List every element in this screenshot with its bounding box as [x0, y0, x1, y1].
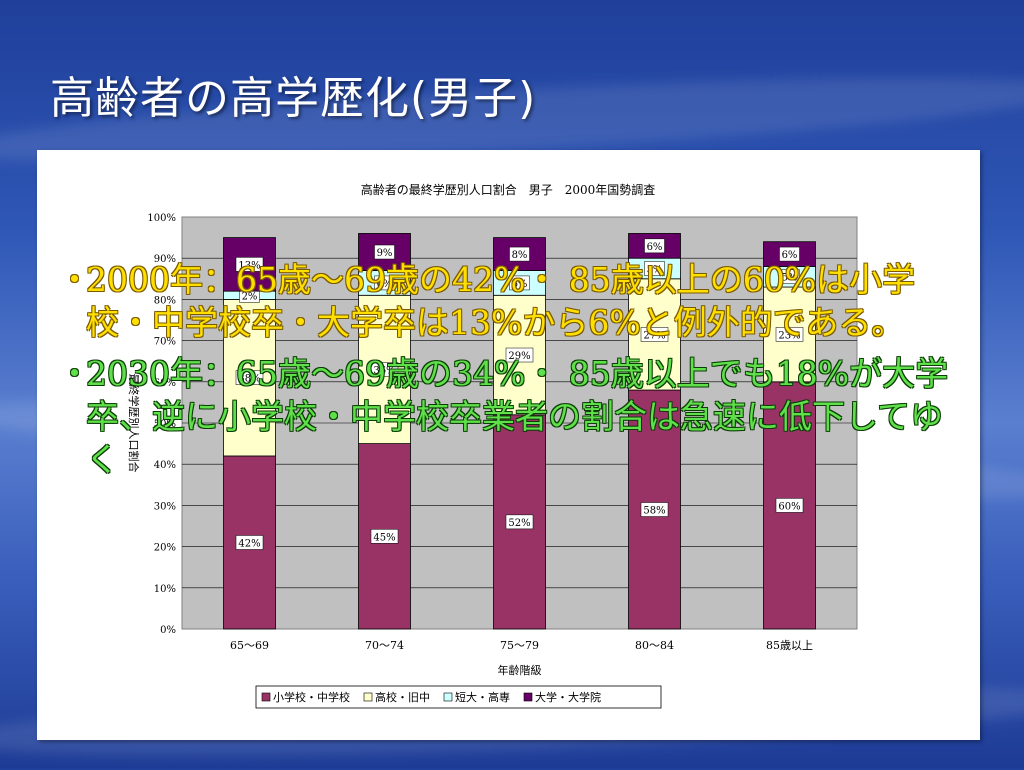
y-tick-label: 100% — [147, 213, 176, 224]
data-label-box — [775, 327, 804, 342]
data-label-box — [370, 362, 399, 377]
data-label-box — [370, 529, 399, 544]
data-label: 2% — [242, 291, 258, 302]
x-tick-label: 65～69 — [230, 639, 269, 652]
slide-title: 高齢者の高学歴化(男子) — [50, 73, 537, 124]
data-label: 27% — [643, 330, 665, 341]
data-label-box — [235, 257, 264, 272]
data-label-box — [374, 244, 395, 260]
x-tick-label: 80～84 — [635, 639, 674, 652]
x-tick-label: 75～79 — [500, 639, 539, 652]
data-label-box — [775, 498, 804, 513]
data-label: 9% — [377, 248, 393, 259]
data-label: 52% — [508, 518, 530, 529]
data-label-box — [779, 269, 800, 284]
chart-panel: 高齢者の最終学歴別人口割合 男子 2000年国勢調査 0% 10% 20% 30% 40%… — [37, 150, 980, 740]
data-label-box — [644, 261, 665, 276]
x-axis-label: 年齢階級 — [498, 663, 542, 677]
legend-entry: 大学・大学院 — [535, 690, 601, 704]
legend-swatch — [443, 692, 453, 702]
legend-swatch — [523, 692, 533, 702]
data-label-box — [505, 514, 534, 530]
data-label: 6% — [512, 279, 528, 290]
data-label: 6% — [782, 250, 798, 261]
data-label-box — [640, 327, 669, 342]
data-label: 58% — [643, 506, 665, 517]
y-tick-label: 60% — [154, 378, 176, 389]
y-tick-label: 70% — [154, 337, 176, 348]
y-tick-label: 90% — [154, 254, 176, 265]
data-label: 13% — [238, 260, 260, 271]
bar-segment — [763, 241, 816, 267]
data-label-box — [235, 535, 264, 550]
data-label: 36% — [373, 365, 395, 376]
data-label: 8% — [512, 250, 528, 261]
data-label: 6% — [647, 242, 663, 253]
bullet-text-1: 2000年：65歳～69歳の42%・ 85歳以上の60%は小学校・中学校卒・大学… — [86, 260, 916, 342]
data-label-box — [505, 347, 534, 363]
data-label: 5% — [647, 265, 663, 276]
bullet-marker: ・ — [58, 260, 91, 299]
bullet-marker: ・ — [58, 354, 91, 393]
data-label: 38% — [238, 374, 260, 385]
legend-entry: 小学校・中学校 — [273, 690, 350, 704]
y-tick-label: 0% — [160, 625, 176, 636]
chart-title: 高齢者の最終学歴別人口割合 男子 2000年国勢調査 — [361, 182, 656, 197]
x-tick-label: 85歳以上 — [766, 639, 813, 652]
y-tick-label: 50% — [154, 419, 176, 430]
data-label: 5% — [782, 273, 798, 284]
bullet-list: ・ 2000年：65歳～69歳の42%・ 85歳以上の60%は小学校・中学校卒・… — [58, 258, 963, 489]
stacked-bar-chart: 高齢者の最終学歴別人口割合 男子 2000年国勢調査 0% 10% 20% 30% 40%… — [127, 182, 858, 709]
x-tick-label: 70～74 — [365, 639, 404, 652]
data-label-box — [509, 246, 530, 262]
legend-entry: 短大・高専 — [455, 690, 510, 704]
y-axis-label: 最終学歴別人口割合 — [127, 374, 141, 473]
data-label: 60% — [778, 501, 800, 512]
legend-swatch — [261, 692, 271, 702]
data-label: 23% — [778, 330, 800, 341]
data-label: 29% — [508, 351, 530, 362]
y-tick-label: 80% — [154, 295, 176, 306]
legend — [255, 685, 662, 709]
y-tick-label: 20% — [154, 543, 176, 554]
bullet-text-2: 2030年：65歳～69歳の34%・ 85歳以上でも18%が大学卒、逆に小学校・… — [86, 354, 949, 479]
data-label-box — [509, 275, 530, 291]
data-label: 42% — [238, 538, 260, 549]
y-tick-label: 40% — [154, 460, 176, 471]
legend-entry: 高校・旧中 — [375, 690, 430, 704]
y-tick-label: 10% — [154, 584, 176, 595]
legend-swatch — [363, 692, 373, 702]
y-tick-label: 30% — [154, 501, 176, 512]
data-label-box — [640, 502, 669, 517]
data-label-box — [235, 370, 264, 385]
data-label: 6% — [377, 279, 393, 290]
data-label: 45% — [373, 532, 395, 543]
data-label-box — [644, 238, 665, 254]
bullet-item-1: ・ 2000年：65歳～69歳の42%・ 85歳以上の60%は小学校・中学校卒・… — [58, 258, 963, 344]
data-label-box — [374, 275, 395, 291]
data-label-box — [779, 246, 800, 262]
bullet-item-2: ・ 2030年：65歳～69歳の34%・ 85歳以上でも18%が大学卒、逆に小学… — [58, 352, 963, 481]
